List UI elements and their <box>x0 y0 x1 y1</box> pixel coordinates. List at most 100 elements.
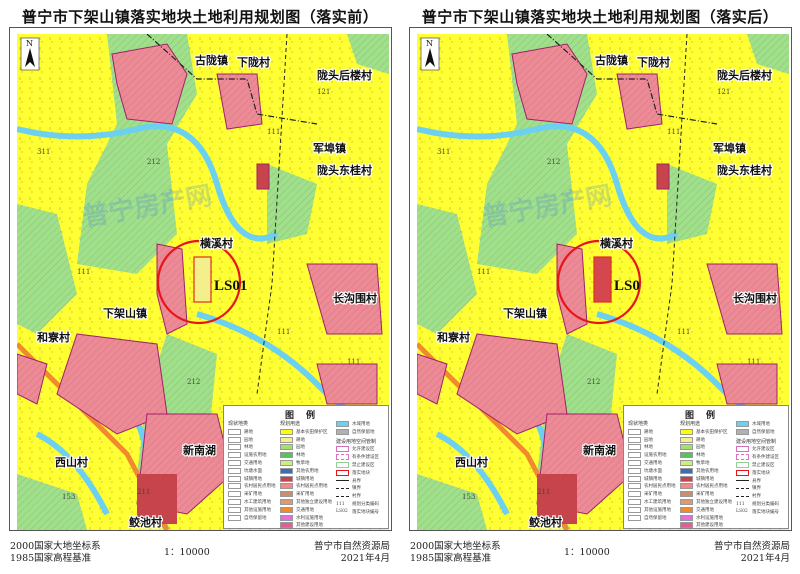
legend-item: LS02 落实地块编号 <box>336 509 379 515</box>
legend-swatch <box>336 495 349 497</box>
legend-swatch <box>680 436 693 443</box>
legend-swatch <box>680 506 693 513</box>
village-boundary <box>656 34 688 395</box>
legend-item: 设施农用地 <box>628 451 676 459</box>
legend-item: 其他独立建设用地 <box>680 498 732 506</box>
legend-swatch <box>280 452 293 459</box>
map-frame: LS0 古陇镇 下陇村 陇头后楼村 军埠镇 陇头东桂村 横溪村 下架山镇 长沟围村 和寮村 新南湖西… <box>409 27 792 531</box>
legend-item: 耕地 <box>628 428 676 436</box>
map-title: 普宁市下架山镇落实地块土地利用规划图（落实前） <box>21 8 379 26</box>
place-label: 和寮村 <box>437 330 470 344</box>
coordinate-system: 2000国家大地坐标系 1985国家高程基准 <box>410 541 501 565</box>
implemented-parcel <box>593 256 612 303</box>
legend-item: 自然保留地 <box>336 428 379 436</box>
legend-item: 其他农用地 <box>280 467 332 475</box>
place-label: 鲛池村 <box>529 515 562 529</box>
town-area <box>537 474 577 524</box>
legend-swatch <box>628 483 641 490</box>
legend-item: 采矿用地 <box>680 490 732 498</box>
legend-swatch <box>336 469 349 476</box>
legend-item: 园地 <box>228 436 276 444</box>
legend-swatch <box>228 514 241 521</box>
land-code-label: 111 <box>747 358 760 366</box>
legend-swatch <box>280 506 293 513</box>
land-code-label: 111 <box>347 358 360 366</box>
scale-text: 1：10000 <box>164 547 210 558</box>
legend-head: 规划用途 <box>680 421 701 427</box>
place-label: 横溪村 <box>200 236 233 250</box>
legend-swatch <box>680 491 693 498</box>
place-label: 长沟围村 <box>333 291 377 305</box>
legend-swatch <box>736 462 749 469</box>
legend-swatch <box>680 483 693 490</box>
legend-head: 现状地类 <box>628 421 649 427</box>
legend-item: 城镇用地 <box>680 475 732 483</box>
village-boundary <box>256 34 288 395</box>
legend-swatch <box>736 420 749 427</box>
place-label: 军埠镇 <box>713 141 746 155</box>
legend-item: 其他农用地 <box>680 467 732 475</box>
legend-item: 坑塘水面 <box>628 467 676 475</box>
legend-item: 水利设施用地 <box>680 514 732 522</box>
map-frame: LS01 古陇镇 下陇村 陇头后楼村 军埠镇 陇头东桂村 横溪村 下架山镇 长沟围村 和寮村 新南湖… <box>9 27 392 531</box>
legend-swatch <box>336 462 349 469</box>
north-label: N <box>426 39 433 48</box>
land-code-label: 153 <box>62 493 75 501</box>
place-label: 下陇村 <box>637 55 670 69</box>
legend-item: 自然保留地 <box>736 428 779 436</box>
place-label: 军埠镇 <box>313 141 346 155</box>
place-label: 下架山镇 <box>503 306 547 320</box>
legend-item: 农村居民点用地 <box>228 483 276 491</box>
legend-item: LS02 落实地块编号 <box>736 509 779 515</box>
legend-head: 现状地类 <box>228 421 249 427</box>
crs-text: 2000国家大地坐标系 <box>10 541 101 552</box>
place-label: 新南湖 <box>583 443 616 457</box>
legend-item: 禁止建设区 <box>336 461 379 469</box>
legend-item: 禁止建设区 <box>736 461 779 469</box>
legend-swatch <box>336 428 349 435</box>
legend-title: 图例 <box>284 411 327 421</box>
place-label: 陇头后楼村 <box>717 68 772 82</box>
legend-item: 交通用地 <box>228 459 276 467</box>
legend-item: 城镇用地 <box>228 475 276 483</box>
legend-item: 耕地 <box>680 436 732 444</box>
land-code-label: 212 <box>147 158 160 166</box>
legend-swatch <box>280 467 293 474</box>
legend-swatch <box>228 460 241 467</box>
town-area <box>656 163 670 190</box>
land-code-label: 212 <box>547 158 560 166</box>
implemented-parcel <box>193 256 212 303</box>
place-label: 陇头后楼村 <box>317 68 372 82</box>
legend-swatch <box>736 487 749 489</box>
legend-item: 其他独立建设用地 <box>280 498 332 506</box>
legend-item: 城镇用地 <box>280 475 332 483</box>
legend-item: 水工建筑用地 <box>228 498 276 506</box>
legend-item: 设施农用地 <box>228 451 276 459</box>
legend-item: 林地 <box>680 451 732 459</box>
legend-item: 水工建筑用地 <box>628 498 676 506</box>
map-legend: 图例 现状地类 耕地 园地 林地 设施农用地 交通用地 坑塘水面 城镇用地 农村居民点用地 采矿用地… <box>623 405 789 529</box>
legend-swatch <box>680 499 693 506</box>
legend-swatch <box>280 499 293 506</box>
legend-swatch <box>736 495 749 497</box>
land-code-label: 111 <box>477 268 490 276</box>
legend-item: 水利设施用地 <box>280 514 332 522</box>
legend-swatch <box>336 487 349 489</box>
publisher: 普宁市自然资源局 2021年4月 <box>714 541 790 565</box>
legend-title: 图例 <box>684 411 727 421</box>
map-panel-before: 普宁市下架山镇落实地块土地利用规划图（落实前） LS01 古陇镇 下陇村 陇头后楼村军… <box>4 0 396 574</box>
legend-item: 交通用地 <box>280 506 332 514</box>
legend-item: 交通用地 <box>680 506 732 514</box>
legend-item: 基本农田保护区 <box>680 428 732 436</box>
legend-swatch <box>628 467 641 474</box>
legend-swatch <box>280 444 293 451</box>
legend-swatch <box>280 475 293 482</box>
coordinate-system: 2000国家大地坐标系 1985国家高程基准 <box>10 541 101 565</box>
legend-item: 林地 <box>628 444 676 452</box>
legend-item: 有条件建设区 <box>336 453 379 461</box>
legend-item: 耕地 <box>280 436 332 444</box>
legend-item: 牧草地 <box>680 459 732 467</box>
legend-swatch <box>280 491 293 498</box>
place-label: 鲛池村 <box>129 515 162 529</box>
legend-swatch <box>628 491 641 498</box>
